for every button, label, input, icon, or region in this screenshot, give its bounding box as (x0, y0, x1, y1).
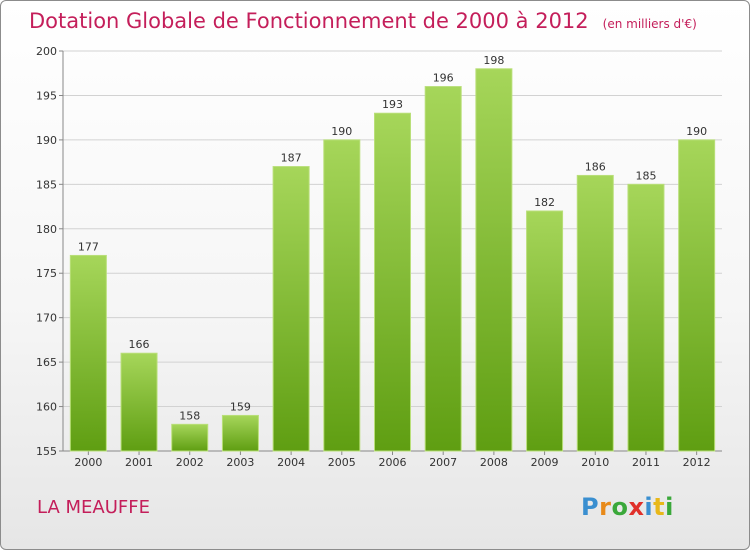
chart-unit: (en milliers d'€) (602, 17, 697, 31)
y-tick-label: 155 (36, 445, 57, 458)
proxiti-logo: Proxiti (581, 493, 674, 521)
logo-letter: o (611, 493, 629, 521)
logo-letter: P (581, 493, 600, 521)
data-label: 190 (331, 125, 352, 138)
y-tick-label: 170 (36, 312, 57, 325)
data-label: 166 (129, 338, 150, 351)
y-tick-label: 185 (36, 178, 57, 191)
x-tick-label: 2009 (531, 456, 559, 469)
commune-name: LA MEAUFFE (37, 497, 150, 518)
data-label: 177 (78, 240, 99, 253)
x-tick-label: 2004 (277, 456, 305, 469)
bar (424, 86, 462, 452)
logo-letter: x (628, 493, 645, 521)
title-row: Dotation Globale de Fonctionnement de 20… (29, 9, 697, 33)
logo-letter: i (644, 493, 654, 521)
bar (221, 414, 259, 452)
x-tick-label: 2006 (379, 456, 407, 469)
x-tick-label: 2005 (328, 456, 356, 469)
x-tick-label: 2003 (226, 456, 254, 469)
logo-letter: i (665, 493, 674, 521)
x-tick-label: 2000 (74, 456, 102, 469)
bar (475, 68, 513, 452)
data-label: 185 (635, 169, 656, 182)
bar (323, 139, 361, 452)
bar (678, 139, 716, 452)
x-tick-label: 2012 (683, 456, 711, 469)
y-tick-label: 195 (36, 89, 57, 102)
data-label: 182 (534, 196, 555, 209)
y-tick-label: 200 (36, 45, 57, 58)
y-tick-label: 190 (36, 134, 57, 147)
data-label: 193 (382, 98, 403, 111)
y-tick-label: 165 (36, 356, 57, 369)
data-label: 196 (433, 72, 454, 85)
bar (576, 174, 614, 452)
x-tick-label: 2001 (125, 456, 153, 469)
chart-title: Dotation Globale de Fonctionnement de 20… (29, 9, 589, 33)
bar (69, 254, 107, 452)
bar (171, 423, 209, 452)
data-label: 190 (686, 125, 707, 138)
x-tick-label: 2007 (429, 456, 457, 469)
y-tick-label: 180 (36, 223, 57, 236)
y-tick-label: 160 (36, 401, 57, 414)
bar (120, 352, 158, 452)
bars (69, 68, 716, 452)
logo-letter: r (599, 493, 612, 521)
x-tick-label: 2011 (632, 456, 660, 469)
bar (374, 112, 411, 452)
logo-letter: t (653, 493, 666, 521)
data-label: 187 (281, 152, 302, 165)
bar (627, 183, 665, 452)
x-tick-label: 2002 (176, 456, 204, 469)
bar (526, 210, 564, 452)
data-label: 198 (483, 54, 504, 67)
x-tick-label: 2008 (480, 456, 508, 469)
x-tick-label: 2010 (581, 456, 609, 469)
labels: 155 160 165 170 175 180 185 190 195 200 177 2000 166… (36, 45, 711, 469)
data-label: 158 (179, 409, 200, 422)
y-tick-label: 175 (36, 267, 57, 280)
data-label: 159 (230, 400, 251, 413)
data-label: 186 (585, 160, 606, 173)
bar (272, 166, 310, 452)
